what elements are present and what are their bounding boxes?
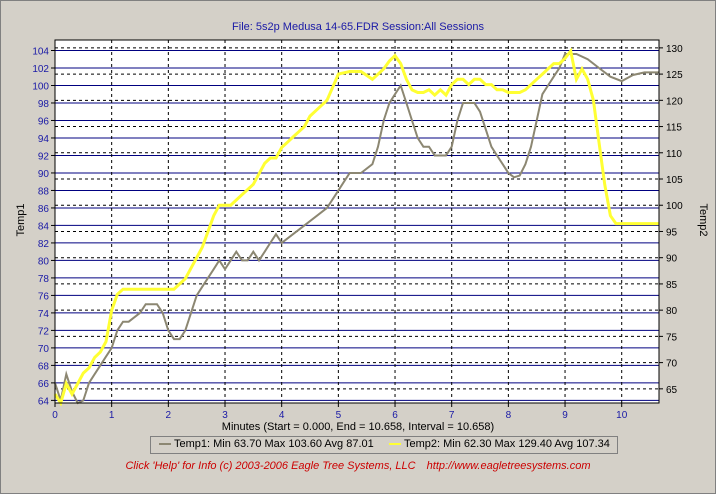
y-tick-label: 66	[38, 379, 50, 390]
footer: Click 'Help' for Info (c) 2003-2006 Eagl…	[0, 460, 716, 472]
y2-tick-label: 120	[666, 96, 683, 107]
legend-item-temp1: Temp1: Min 63.70 Max 103.60 Avg 87.01	[159, 438, 374, 450]
x-tick-label: 1	[109, 410, 115, 420]
y-tick-label: 68	[38, 361, 50, 372]
y-tick-label: 92	[38, 151, 50, 162]
plot-border	[54, 39, 660, 404]
y-tick-label: 74	[38, 309, 50, 320]
y-tick-label: 78	[38, 274, 50, 285]
y-tick-label: 94	[38, 134, 50, 145]
legend-item-temp2: Temp2: Min 62.30 Max 129.40 Avg 107.34	[389, 438, 610, 450]
y2-tick-label: 75	[666, 332, 678, 343]
y-tick-label: 102	[32, 64, 49, 75]
y-tick-label: 82	[38, 239, 50, 250]
y-tick-label: 90	[38, 169, 50, 180]
legend-swatch-temp2	[389, 443, 401, 446]
y2-tick-label: 110	[666, 149, 682, 160]
y2-tick-label: 80	[666, 306, 678, 317]
x-tick-label: 3	[222, 410, 228, 420]
y2-tick-label: 95	[666, 227, 678, 238]
y2-tick-label: 105	[666, 175, 683, 186]
y-tick-label: 96	[38, 116, 50, 127]
y2-tick-label: 130	[666, 44, 683, 55]
chart-title: File: 5s2p Medusa 14-65.FDR Session:All …	[232, 21, 484, 33]
grid-lines	[55, 40, 659, 403]
y2-tick-label: 100	[666, 201, 683, 212]
y-tick-label: 104	[32, 46, 49, 57]
x-tick-label: 9	[562, 410, 568, 420]
y-tick-label: 100	[32, 81, 49, 92]
plot-area	[54, 39, 660, 404]
y2-axis-label: Temp2	[697, 203, 709, 236]
legend: Temp1: Min 63.70 Max 103.60 Avg 87.01 Te…	[150, 436, 618, 454]
axes: 6466687072747678808284868890929496981001…	[32, 39, 683, 420]
y2-tick-label: 90	[666, 254, 678, 265]
y-axis-label: Temp1	[15, 203, 27, 236]
x-tick-label: 5	[336, 410, 342, 420]
y2-tick-label: 85	[666, 280, 678, 291]
footer-info-text: Click 'Help' for Info (c) 2003-2006 Eagl…	[125, 460, 416, 472]
y-tick-label: 88	[38, 186, 50, 197]
x-tick-label: 7	[449, 410, 455, 420]
series-line-temp2	[53, 47, 659, 407]
y-tick-label: 64	[38, 396, 50, 407]
y2-tick-label: 70	[666, 359, 678, 370]
x-tick-label: 8	[506, 410, 512, 420]
footer-url-link[interactable]: http://www.eagletreesystems.com	[426, 460, 591, 472]
x-tick-label: 0	[52, 410, 58, 420]
x-tick-label: 2	[166, 410, 172, 420]
y2-tick-label: 125	[666, 70, 683, 81]
x-tick-label: 4	[279, 410, 285, 420]
y-tick-label: 70	[38, 344, 50, 355]
series-line-temp1	[54, 53, 659, 405]
legend-label-temp2: Temp2: Min 62.30 Max 129.40 Avg 107.34	[404, 438, 610, 450]
y-tick-label: 80	[38, 256, 50, 267]
y2-tick-label: 115	[666, 123, 682, 134]
series-lines	[53, 47, 659, 407]
y-tick-label: 84	[38, 221, 50, 232]
y-tick-label: 76	[38, 291, 50, 302]
y-tick-label: 72	[38, 326, 50, 337]
x-tick-label: 6	[392, 410, 398, 420]
legend-label-temp1: Temp1: Min 63.70 Max 103.60 Avg 87.01	[174, 438, 374, 450]
x-tick-label: 10	[616, 410, 628, 420]
chart-canvas: 6466687072747678808284868890929496981001…	[15, 39, 709, 420]
y2-tick-label: 65	[666, 385, 678, 396]
plot-background	[54, 39, 660, 404]
legend-swatch-temp1	[159, 443, 171, 446]
x-axis-label: Minutes (Start = 0.000, End = 10.658, In…	[221, 421, 495, 433]
y-tick-label: 98	[38, 99, 50, 110]
y-tick-label: 86	[38, 204, 50, 215]
